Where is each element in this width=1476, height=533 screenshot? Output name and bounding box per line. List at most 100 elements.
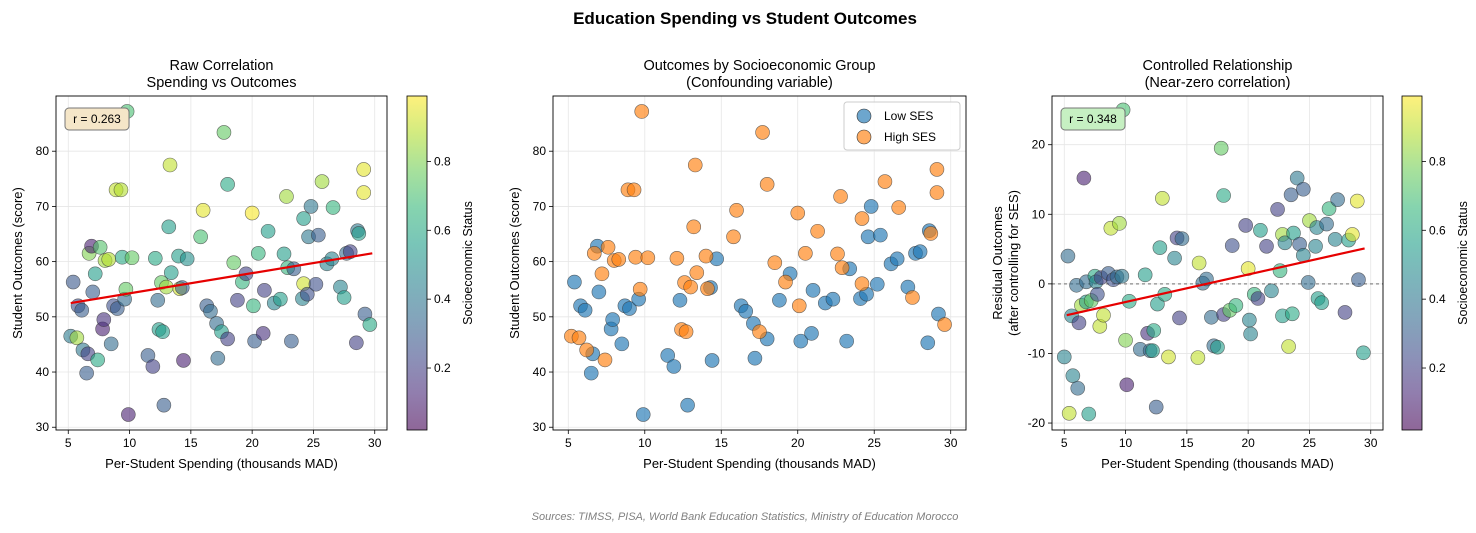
data-point <box>244 205 260 221</box>
data-point <box>1216 188 1231 203</box>
x-tick-label: 10 <box>638 436 652 450</box>
data-point <box>325 200 341 215</box>
data-point <box>257 283 272 298</box>
data-point <box>1213 140 1229 156</box>
data-point-low-ses <box>869 276 885 292</box>
x-tick-label: 15 <box>1180 436 1194 450</box>
colorbar-tick-label: 0.6 <box>1429 223 1446 237</box>
colorbar-tick-label: 0.2 <box>1429 361 1446 375</box>
colorbar-label: Socioeconomic Status <box>461 201 475 325</box>
data-point-high-ses <box>628 249 643 265</box>
data-point <box>1327 232 1343 247</box>
data-point-low-ses <box>622 301 637 316</box>
data-point <box>1081 406 1097 422</box>
data-point <box>349 335 364 351</box>
data-point <box>1090 287 1105 302</box>
data-point-high-ses <box>687 157 703 173</box>
plot-frame <box>55 95 388 431</box>
data-point <box>210 350 226 366</box>
legend-label: High SES <box>884 130 936 144</box>
data-point <box>273 291 288 307</box>
y-tick-label: 0 <box>1038 277 1045 291</box>
y-tick-label: 10 <box>1032 207 1046 221</box>
data-point <box>1210 339 1225 355</box>
data-point-low-ses <box>738 304 754 319</box>
data-point-high-ses <box>810 223 825 239</box>
data-point-low-ses <box>863 199 879 214</box>
data-point-high-ses <box>790 205 806 221</box>
data-point <box>1065 368 1081 384</box>
data-point <box>1321 201 1337 217</box>
x-tick-label: 20 <box>1241 436 1255 450</box>
data-point <box>92 239 108 255</box>
data-point <box>124 250 140 266</box>
data-point <box>1253 222 1268 238</box>
data-point <box>220 177 235 192</box>
data-point-high-ses <box>923 226 939 241</box>
trend-line <box>1066 247 1365 317</box>
data-point <box>1228 298 1244 313</box>
data-point-low-ses <box>772 292 787 308</box>
data-point <box>1308 239 1323 254</box>
colorbar-tick-label: 0.4 <box>1429 292 1446 306</box>
colorbar <box>406 95 428 431</box>
data-point <box>69 330 85 346</box>
data-point <box>1150 296 1165 312</box>
data-point-low-ses <box>672 292 688 308</box>
data-point-high-ses <box>683 279 698 295</box>
data-point <box>303 199 319 214</box>
data-point-high-ses <box>929 185 945 200</box>
data-point-low-ses <box>680 397 695 413</box>
data-point-high-ses <box>759 177 775 192</box>
plot-frame <box>1051 95 1384 431</box>
x-tick-label: 25 <box>868 436 882 450</box>
y-tick-label: 30 <box>36 420 50 434</box>
data-point <box>246 298 261 314</box>
data-point <box>1148 399 1164 415</box>
chart-panel-3: 5 10 15 20 25 30 -20 -10 0 10 20 Controlled Relatio… <box>990 58 1470 471</box>
data-point-high-ses <box>579 342 594 358</box>
y-tick-label: 40 <box>533 365 547 379</box>
data-point <box>103 336 119 352</box>
y-tick-label: 50 <box>36 310 50 324</box>
colorbar-tick-label: 0.6 <box>434 223 451 237</box>
y-axis-label: Student Outcomes (score) <box>10 187 25 339</box>
data-point <box>179 251 195 267</box>
data-point-high-ses <box>634 104 650 119</box>
data-point-low-ses <box>825 291 841 307</box>
data-point <box>1345 227 1360 242</box>
data-point <box>1314 295 1330 310</box>
y-axis-label: (after controlling for SES) <box>1006 190 1021 336</box>
data-point-high-ses <box>586 246 602 261</box>
data-point <box>85 284 101 300</box>
correlation-box <box>64 107 130 131</box>
data-point-high-ses <box>854 211 870 226</box>
data-point-low-ses <box>614 336 630 352</box>
chart-panel-1: 5 10 15 20 25 30 30 40 50 60 70 80 Raw CorrelationSp… <box>10 58 475 471</box>
data-point <box>279 189 294 204</box>
x-tick-label: 10 <box>123 436 137 450</box>
data-point <box>79 365 94 381</box>
data-point-high-ses <box>778 274 793 290</box>
figure-title: Education Spending vs Student Outcomes <box>573 9 917 28</box>
data-point <box>1190 350 1206 365</box>
data-point-high-ses <box>686 219 702 235</box>
data-point <box>1243 326 1258 342</box>
data-point <box>1224 238 1240 253</box>
data-point <box>1238 218 1253 233</box>
data-point <box>1351 272 1366 288</box>
data-point-low-ses <box>591 284 607 300</box>
data-point-high-ses <box>700 281 715 296</box>
data-point <box>148 251 163 266</box>
data-point <box>195 202 211 218</box>
chart-title: (Confounding variable) <box>686 75 833 91</box>
x-axis-label: Per-Student Spending (thousands MAD) <box>105 456 338 471</box>
data-point-low-ses <box>747 350 763 366</box>
data-point-high-ses <box>891 200 906 215</box>
data-point-high-ses <box>833 189 848 204</box>
y-tick-label: -10 <box>1028 346 1046 360</box>
colorbar-tick-label: 0.8 <box>434 154 451 168</box>
data-point <box>1277 235 1293 251</box>
data-point <box>1076 170 1092 186</box>
